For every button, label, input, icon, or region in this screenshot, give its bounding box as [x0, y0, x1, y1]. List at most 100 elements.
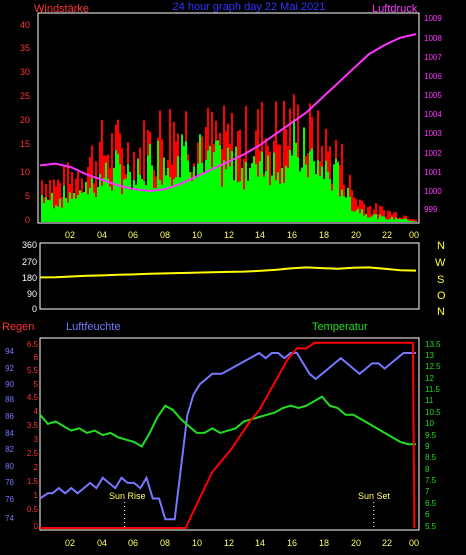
wind-bar [133, 179, 135, 222]
humidity-y-tick: 80 [5, 462, 14, 471]
pressure-y-tick: 1007 [424, 53, 442, 62]
pressure-y-tick: 1002 [424, 149, 442, 158]
wind-bar [85, 181, 87, 222]
wind-bar [391, 216, 393, 222]
wind-bar [69, 192, 71, 222]
humidity-y-tick: 78 [5, 478, 14, 487]
wind-bar [101, 185, 103, 222]
gust-bar [111, 133, 113, 222]
temperature-y-tick: 10 [425, 419, 434, 428]
wind-bar [275, 180, 277, 222]
wind-bar [267, 155, 269, 222]
wind-bar [333, 164, 335, 222]
wind-bar [257, 176, 259, 222]
pressure-line [39, 33, 417, 193]
wind-bar [81, 192, 83, 222]
wind-bar [171, 185, 173, 222]
gust-bar [275, 101, 277, 222]
wind-bar [57, 206, 59, 222]
wind-bar [215, 140, 217, 222]
gust-bar [221, 148, 223, 222]
x-tick: 14 [255, 230, 265, 240]
compass-label: N [437, 306, 445, 318]
wind-bar [355, 210, 357, 222]
wind-y-tick: 35 [20, 43, 30, 53]
pressure-y-tick: 1004 [424, 110, 442, 119]
x-tick: 06 [128, 230, 138, 240]
wind-bar [87, 194, 89, 222]
gust-bar [161, 139, 163, 222]
humidity-y-tick: 82 [5, 445, 14, 454]
wind-bar [231, 151, 233, 222]
wind-bar [107, 178, 109, 222]
wind-bar [239, 181, 241, 222]
wind-bar [313, 161, 315, 222]
wind-bar [269, 185, 271, 222]
wind-bar [331, 190, 333, 222]
wind-bar [337, 162, 339, 222]
wind-bar [71, 198, 73, 222]
rain-y-tick: 1.5 [27, 477, 39, 486]
wind-bar [149, 143, 151, 222]
wind-bar [389, 218, 391, 222]
gust-bar [355, 198, 357, 222]
pressure-y-tick: 1006 [424, 72, 442, 81]
gust-bar [169, 109, 171, 222]
temperature-y-tick: 7.5 [425, 476, 437, 485]
pressure-y-tick: 999 [424, 205, 438, 214]
temperature-y-tick: 9 [425, 442, 430, 451]
wind-plot-frame [37, 12, 420, 224]
x-tick: 10 [192, 230, 202, 240]
x-tick: 16 [287, 538, 297, 548]
x-tick: 18 [319, 230, 329, 240]
gust-bar [279, 144, 281, 222]
wind-bar [159, 179, 161, 222]
wind-bar [209, 145, 211, 222]
wind-bar [197, 163, 199, 222]
gust-bar [143, 120, 145, 222]
wind-bar [121, 194, 123, 222]
wind-bar [99, 173, 101, 222]
rain-y-tick: 0.5 [27, 505, 39, 514]
rain-y-tick: 5.5 [27, 366, 39, 375]
panel-title: 24 hour graph day 22 Mai 2021 [173, 1, 326, 13]
gust-bar [377, 213, 379, 222]
pressure-axis-label: Luftdruck [372, 3, 418, 15]
rain-y-tick: 2 [34, 463, 39, 472]
wind-bar [291, 155, 293, 222]
humidity-y-tick: 86 [5, 412, 14, 421]
gust-bar [359, 199, 361, 222]
wind-bar [397, 219, 399, 222]
wind-bar [213, 152, 215, 222]
wind-bar [403, 218, 405, 222]
wind-y-tick: 0 [25, 215, 30, 225]
wind-bar [115, 150, 117, 222]
wind-bar [261, 151, 263, 222]
x-tick: 16 [287, 230, 297, 240]
wind-axis-label: Windstärke [34, 3, 89, 15]
wind-bar [273, 152, 275, 222]
wind-bar [93, 192, 95, 222]
wind-bar [339, 196, 341, 222]
gust-bar [367, 207, 369, 222]
wind-bar [253, 156, 255, 222]
gust-bar [383, 210, 385, 222]
wind-bar [255, 164, 257, 222]
gust-bar [375, 203, 377, 222]
wind-bar [265, 171, 267, 222]
wind-bar [49, 200, 51, 222]
wind-bar [321, 166, 323, 222]
wind-bar [243, 189, 245, 222]
wind-bar [77, 195, 79, 222]
wind-bar [351, 210, 353, 222]
wind-bar [283, 182, 285, 222]
wind-bar [247, 180, 249, 222]
gust-bar [121, 148, 123, 222]
temperature-axis-label: Temperatur [312, 321, 368, 333]
wind-bar [393, 219, 395, 222]
rain-y-tick: 0 [34, 522, 39, 531]
gust-bar [403, 215, 405, 222]
wind-bar [375, 213, 377, 222]
gust-bar [339, 165, 341, 222]
